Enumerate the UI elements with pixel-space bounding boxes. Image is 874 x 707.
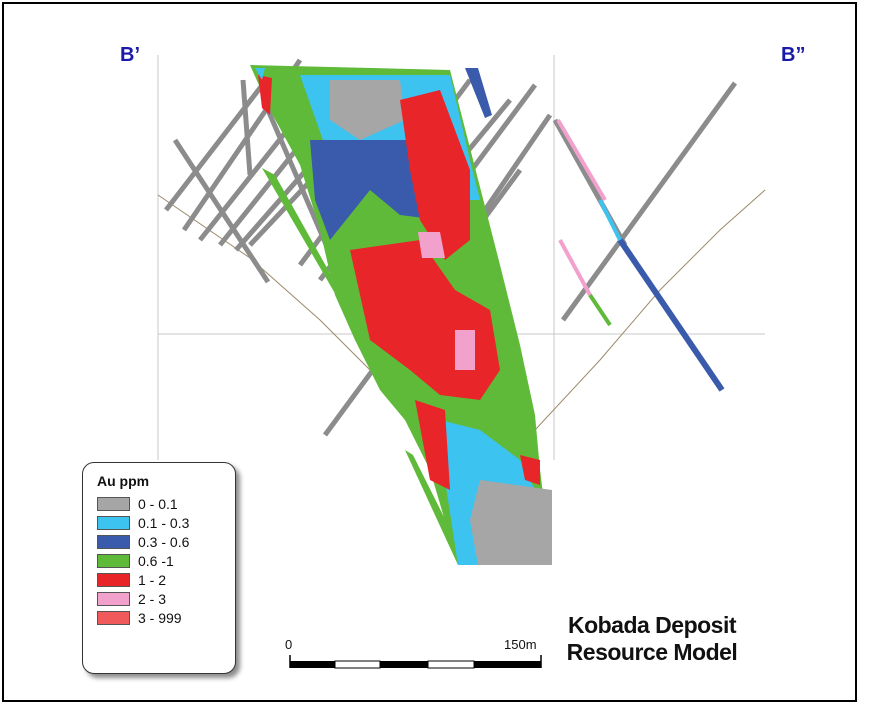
- ore-body: [250, 65, 552, 565]
- ore-body-grey-lower: [470, 480, 552, 565]
- legend-title: Au ppm: [97, 473, 150, 489]
- legend-label: 2 - 3: [138, 590, 167, 607]
- scale-bar: [289, 655, 542, 669]
- drill-hole-pink: [556, 118, 607, 202]
- legend-item: 0 - 0.1: [97, 494, 235, 513]
- scale-label-start: 0: [285, 637, 293, 652]
- legend-swatch: [97, 610, 130, 625]
- legend-swatch: [97, 591, 130, 606]
- legend-label: 0.6 -1: [138, 552, 174, 569]
- drill-hole-cyan: [598, 199, 622, 241]
- ore-body-red-lower: [520, 455, 540, 485]
- scale-segment: [290, 661, 335, 668]
- legend-label: 3 - 999: [138, 609, 182, 626]
- section-label-left: B’: [120, 44, 140, 66]
- legend-item: 1 - 2: [97, 570, 235, 589]
- legend-item: 0.1 - 0.3: [97, 513, 235, 532]
- legend-swatch: [97, 534, 130, 549]
- legend-swatch: [97, 515, 130, 530]
- drill-hole-blue: [617, 238, 725, 392]
- legend-swatch: [97, 572, 130, 587]
- scale-segment: [334, 660, 381, 669]
- legend-label: 0 - 0.1: [138, 495, 178, 512]
- section-label-right: B”: [781, 44, 806, 66]
- ore-body-pink: [455, 330, 475, 370]
- drill-hole: [164, 73, 272, 212]
- legend-swatch: [97, 496, 130, 511]
- legend-item: 0.6 -1: [97, 551, 235, 570]
- legend-label: 1 - 2: [138, 571, 167, 588]
- blue-dyke: [465, 68, 492, 118]
- ore-body-pink: [418, 232, 445, 258]
- figure-frame: [2, 2, 857, 702]
- ore-body-red-upper: [400, 90, 470, 260]
- drill-hole-green: [588, 293, 612, 327]
- legend-label: 0.1 - 0.3: [138, 514, 190, 531]
- scale-segment: [427, 660, 475, 669]
- legend-item: 2 - 3: [97, 589, 235, 608]
- legend-item: 0.3 - 0.6: [97, 532, 235, 551]
- ore-body-grey-top: [330, 80, 405, 140]
- legend-label: 0.3 - 0.6: [138, 533, 190, 550]
- ore-body-blue: [310, 140, 440, 240]
- scale-segment: [474, 661, 541, 668]
- ore-body-red-lower: [415, 400, 450, 490]
- ore-body-red-left: [258, 75, 272, 115]
- legend-swatch: [97, 553, 130, 568]
- blue-dyke: [255, 68, 265, 80]
- figure-title: Kobada Deposit Resource Model: [562, 612, 742, 666]
- legend-item: 3 - 999: [97, 608, 235, 627]
- drill-hole-pink: [558, 239, 592, 296]
- title-line-1: Kobada Deposit: [567, 612, 737, 638]
- title-line-2: Resource Model: [566, 639, 738, 665]
- drill-hole: [240, 79, 253, 176]
- scale-segment: [380, 661, 428, 668]
- scale-label-end: 150m: [504, 637, 537, 652]
- green-vein: [262, 168, 345, 302]
- drill-hole: [560, 81, 738, 322]
- legend: Au ppm 0 - 0.1 0.1 - 0.3 0.3 - 0.6 0.6 -…: [82, 462, 236, 674]
